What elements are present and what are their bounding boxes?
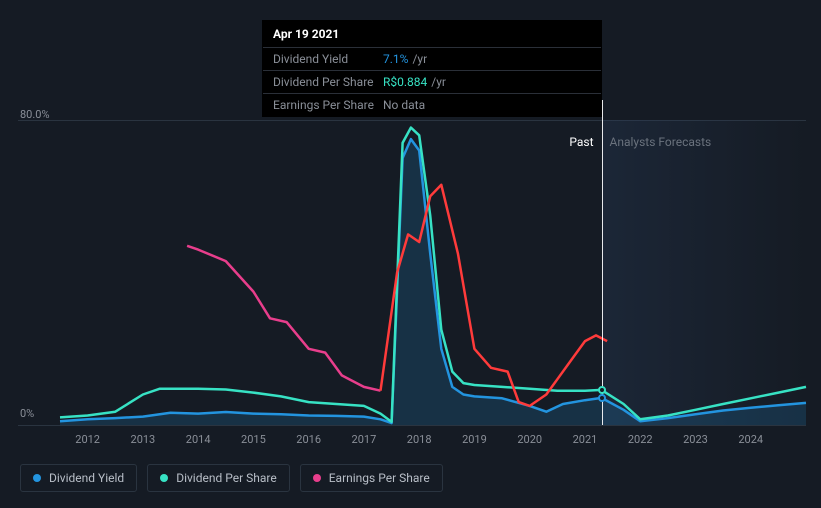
tooltip-rows: Dividend Yield7.1%/yrDividend Per ShareR… xyxy=(263,47,601,116)
legend-label: Earnings Per Share xyxy=(329,471,430,485)
legend-label: Dividend Per Share xyxy=(176,471,277,485)
x-axis-tick: 2013 xyxy=(131,433,156,446)
tooltip-row-label: Dividend Per Share xyxy=(273,75,383,89)
tooltip-row-value: 7.1% xyxy=(383,52,408,66)
legend-item[interactable]: Dividend Per Share xyxy=(147,464,290,492)
cursor-line xyxy=(602,100,603,425)
legend-dot xyxy=(160,474,168,482)
legend-dot xyxy=(33,474,41,482)
chart-tooltip: Apr 19 2021 Dividend Yield7.1%/yrDividen… xyxy=(262,20,602,117)
x-axis-tick: 2012 xyxy=(75,433,100,446)
legend-dot xyxy=(313,474,321,482)
chart-container: 80.0%0% Past Analysts Forecasts 20122013… xyxy=(18,100,806,448)
x-axis-tick: 2015 xyxy=(241,433,266,446)
forecast-label: Analysts Forecasts xyxy=(610,135,712,149)
tooltip-row-label: Dividend Yield xyxy=(273,52,383,66)
y-axis-label: 0% xyxy=(20,407,34,420)
legend: Dividend Yield Dividend Per Share Earnings… xyxy=(20,464,443,492)
series-marker xyxy=(598,394,606,402)
series-marker xyxy=(598,386,606,394)
tooltip-row-value: No data xyxy=(383,98,425,112)
past-label: Past xyxy=(569,135,593,149)
x-axis-tick: 2024 xyxy=(738,433,763,446)
tooltip-row-label: Earnings Per Share xyxy=(273,98,383,112)
tooltip-row-unit: /yr xyxy=(412,52,427,66)
x-axis-tick: 2018 xyxy=(407,433,432,446)
tooltip-date: Apr 19 2021 xyxy=(263,21,601,47)
legend-item[interactable]: Earnings Per Share xyxy=(300,464,443,492)
x-axis-tick: 2019 xyxy=(462,433,487,446)
x-axis-tick: 2021 xyxy=(573,433,598,446)
tooltip-row-value: R$0.884 xyxy=(383,75,427,89)
x-axis-tick: 2023 xyxy=(683,433,708,446)
tooltip-row-unit: /yr xyxy=(431,75,446,89)
chart-svg xyxy=(60,120,806,425)
legend-label: Dividend Yield xyxy=(49,471,124,485)
x-axis-tick: 2017 xyxy=(352,433,377,446)
plot-area[interactable]: Past Analysts Forecasts xyxy=(60,120,806,425)
x-axis-tick: 2020 xyxy=(517,433,542,446)
tooltip-row: Dividend Per ShareR$0.884/yr xyxy=(263,70,601,93)
grid-line xyxy=(18,425,806,426)
legend-item[interactable]: Dividend Yield xyxy=(20,464,137,492)
tooltip-row: Dividend Yield7.1% /yr xyxy=(263,47,601,70)
x-axis-tick: 2022 xyxy=(628,433,653,446)
x-axis-tick: 2014 xyxy=(186,433,211,446)
x-axis-tick: 2016 xyxy=(296,433,321,446)
tooltip-row: Earnings Per ShareNo data xyxy=(263,93,601,116)
